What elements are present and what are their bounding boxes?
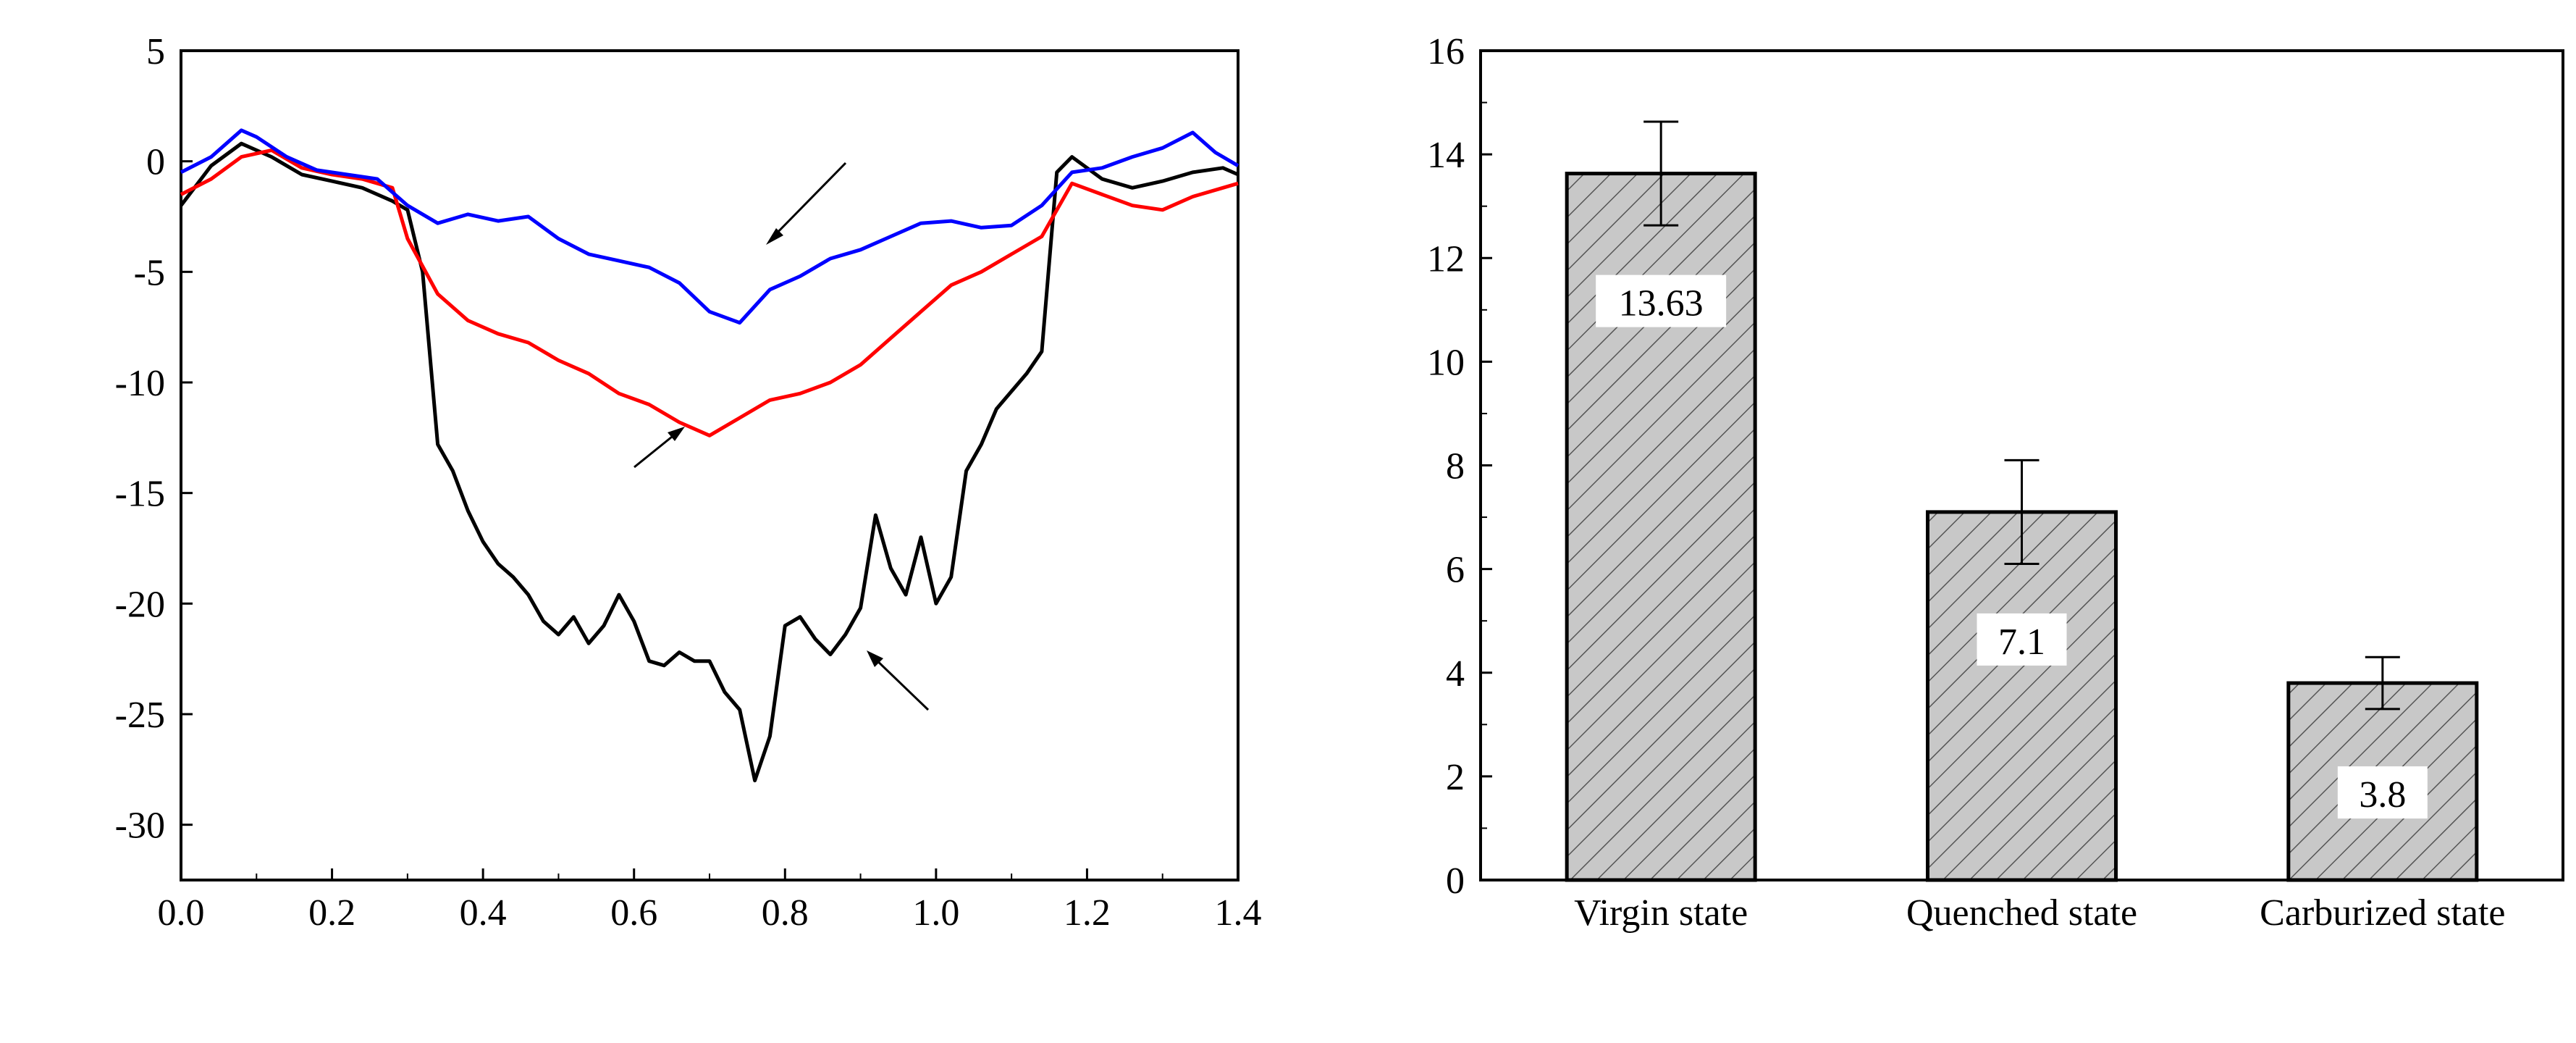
panel-a-axes: 0.0 0.2 0.4 0.6 0.8 1.0 1.2 1.4 5 0 -5 -10 -15 -20 -25…: [115, 31, 1262, 934]
x-tick-label: Virgin state: [1574, 892, 1748, 934]
x-tick-label: 0.0: [158, 892, 205, 934]
y-tick-label: -20: [115, 584, 165, 625]
y-tick-label: 0: [1446, 860, 1465, 902]
panel-b-bar-chart: 0 2 4 6 8 10 12 14 16 Virgin state Quenched state C…: [1427, 31, 2564, 934]
x-tick-label: 0.6: [610, 892, 657, 934]
series-line-carburized-state: [180, 128, 1239, 325]
y-tick-label: 10: [1427, 342, 1465, 383]
y-tick-label: 0: [146, 142, 165, 183]
y-tick-label: 4: [1446, 653, 1465, 695]
x-tick-label: Quenched state: [1906, 892, 2137, 934]
x-tick-label: 0.2: [308, 892, 355, 934]
value-label-box: [1596, 275, 1727, 327]
arrowhead-quenched: [668, 427, 685, 441]
panel-a-series-lines: [180, 128, 1239, 783]
y-tick-label: 8: [1446, 446, 1465, 487]
arrowhead-carburized: [766, 228, 783, 245]
y-tick-label: -30: [115, 805, 165, 847]
value-label: 13.63: [1619, 283, 1704, 324]
x-tick-label: 0.4: [460, 892, 507, 934]
y-tick-label: 12: [1427, 238, 1465, 280]
x-tick-label: 1.2: [1064, 892, 1111, 934]
arrow-virgin: [871, 655, 930, 711]
x-tick-label: Carburized state: [2260, 892, 2505, 934]
series-line-quenched-state: [180, 148, 1239, 437]
y-tick-label: 5: [146, 31, 165, 72]
value-label: 3.8: [2359, 774, 2406, 816]
arrowhead-virgin: [867, 650, 883, 667]
value-label-box: [2337, 766, 2428, 819]
arrow-carburized: [770, 162, 847, 240]
y-tick-label: -15: [115, 474, 165, 515]
panel-a-line-chart: 0.0 0.2 0.4 0.6 0.8 1.0 1.2 1.4 5 0 -5 -10 -15 -20 -25…: [115, 31, 1262, 934]
bar-quenched-state: [1926, 510, 2118, 882]
panel-a-annotations: [634, 162, 930, 711]
x-tick-label: 1.0: [912, 892, 959, 934]
x-tick-label: 1.4: [1215, 892, 1262, 934]
y-tick-label: 6: [1446, 550, 1465, 591]
x-tick-label: 0.8: [762, 892, 809, 934]
y-tick-label: -5: [134, 252, 165, 293]
series-line-virgin-state: [180, 141, 1239, 783]
y-tick-label: 16: [1427, 31, 1465, 72]
y-tick-label: 14: [1427, 135, 1465, 176]
y-tick-label: -10: [115, 363, 165, 404]
y-tick-label: -25: [115, 695, 165, 736]
y-tick-label: 2: [1446, 757, 1465, 798]
value-label: 7.1: [1998, 621, 2045, 663]
value-label-box: [1977, 613, 2067, 666]
panel-b-bars: 13.63 7.1 3.8: [1565, 120, 2479, 882]
